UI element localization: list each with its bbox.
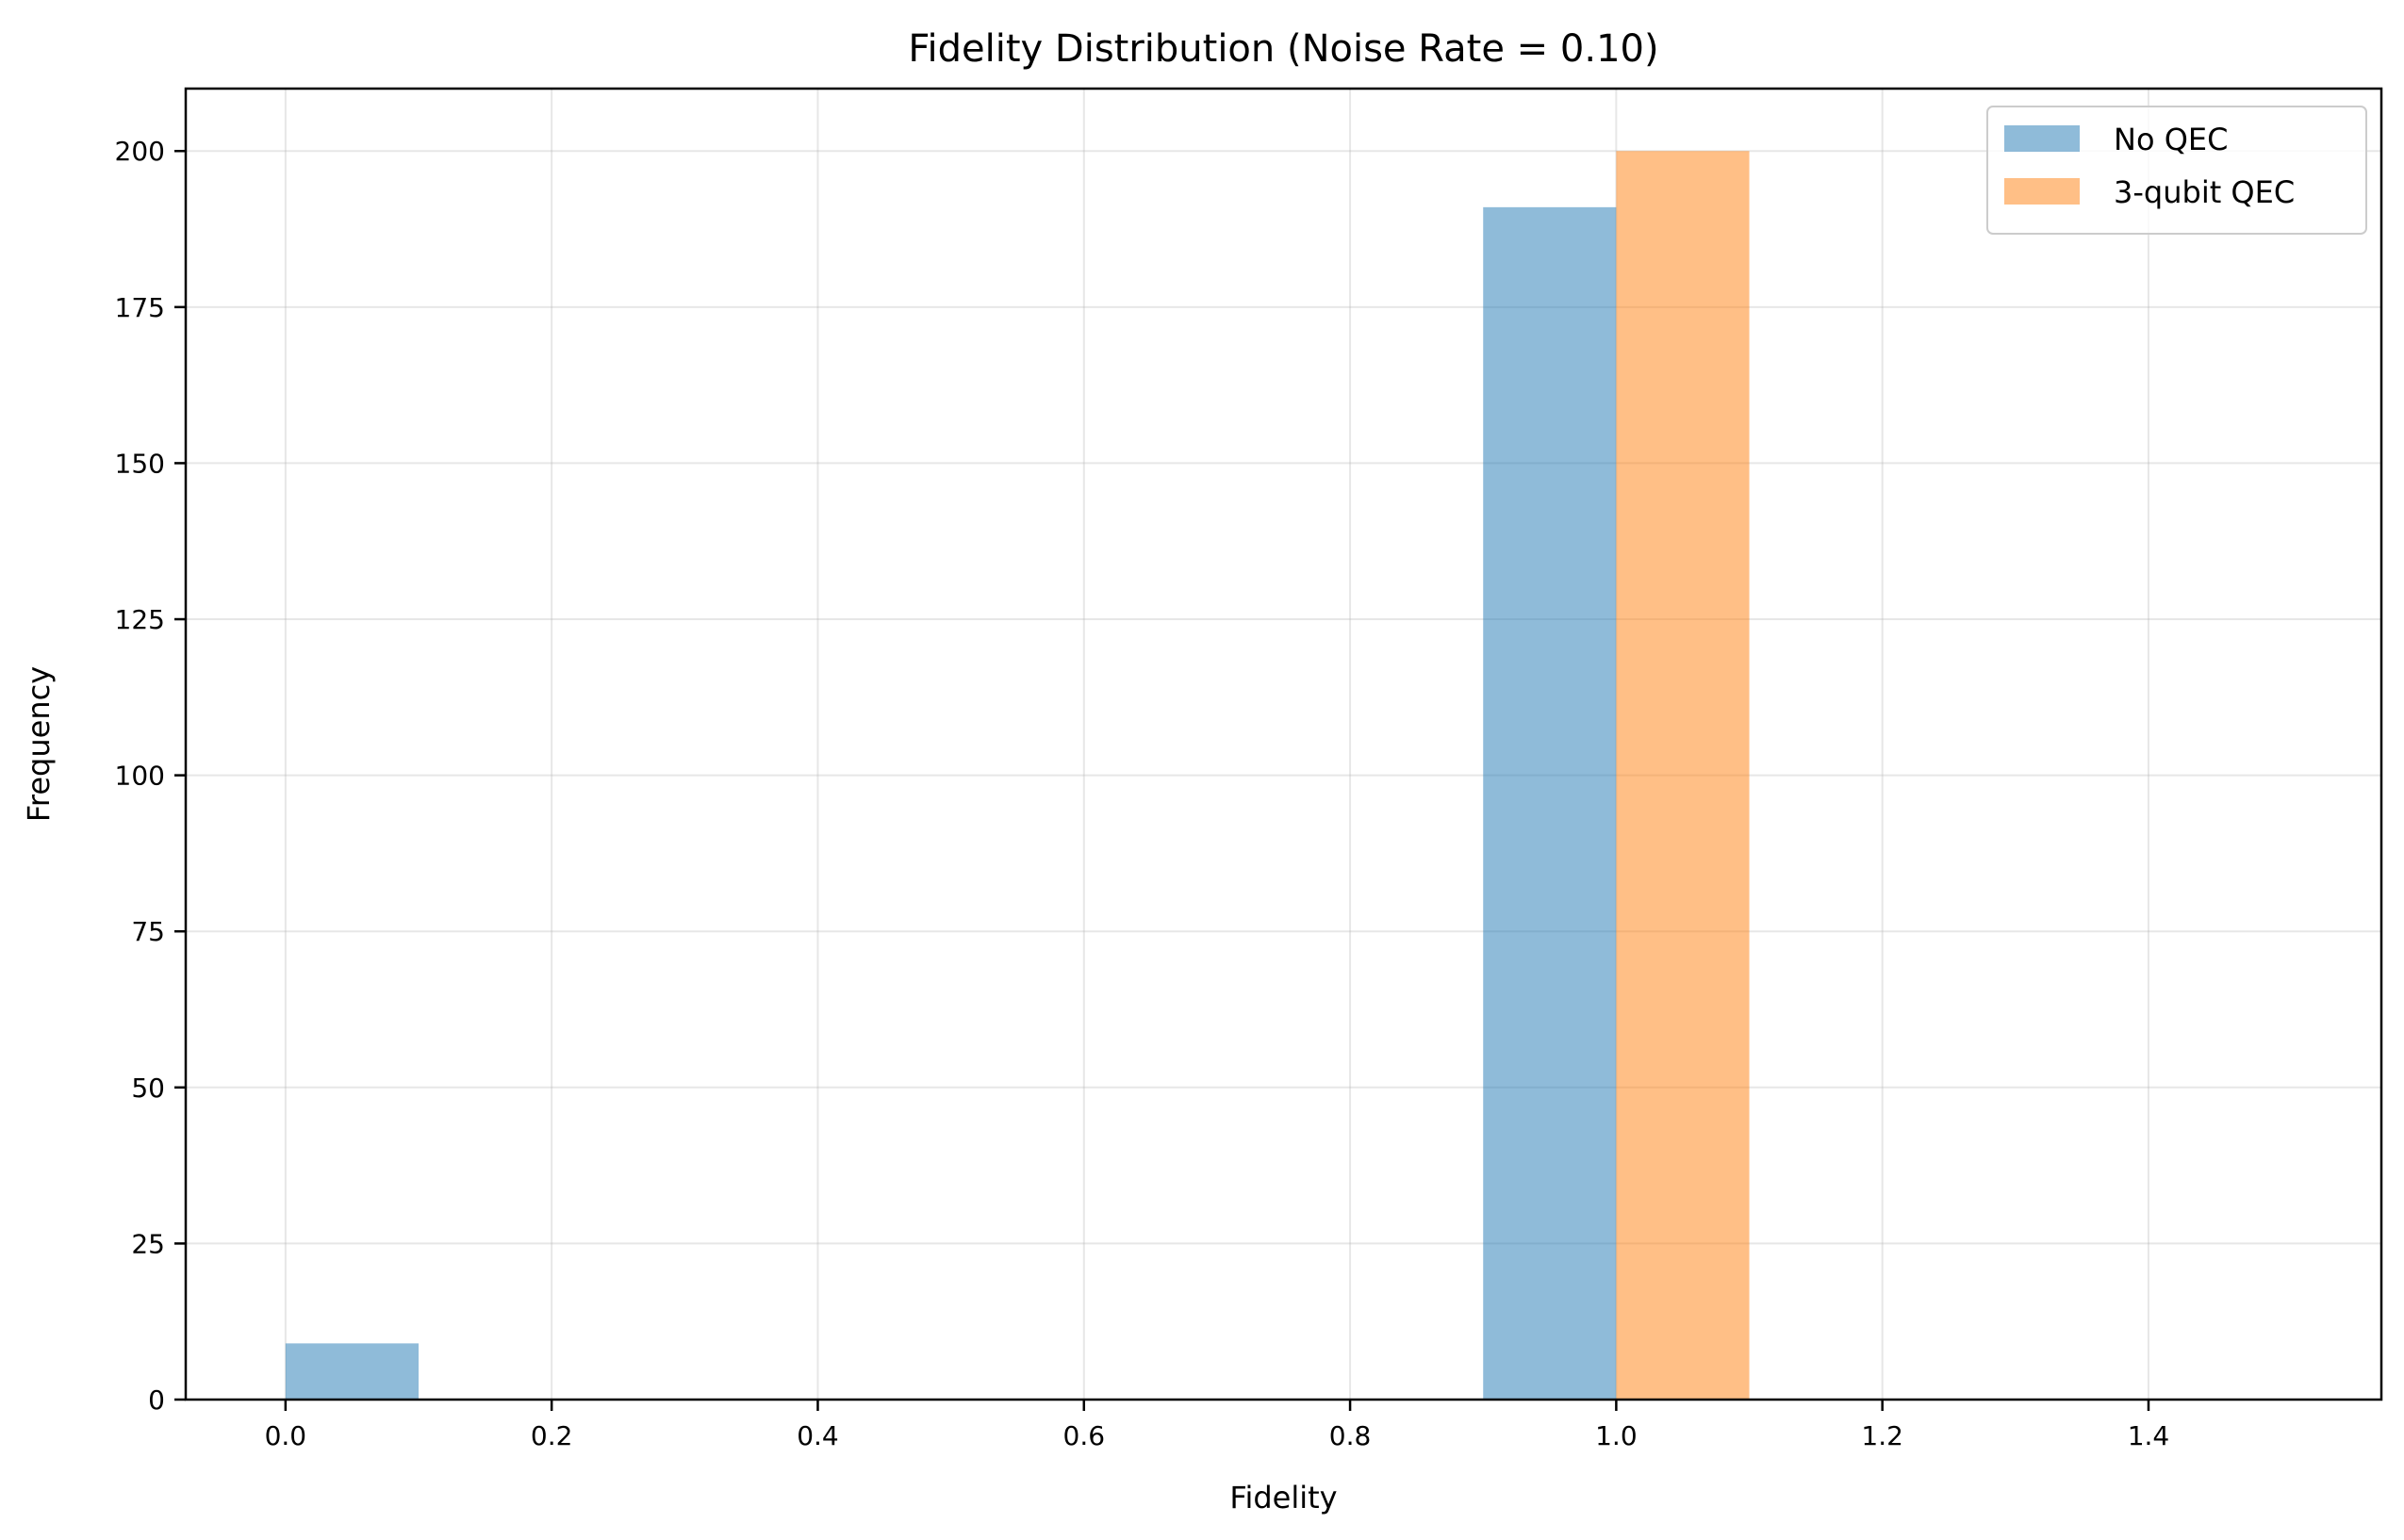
x-tick-label: 0.0 <box>265 1420 307 1451</box>
bar-no-qec <box>1483 206 1617 1400</box>
y-tick-label: 175 <box>115 292 165 323</box>
y-tick-label: 125 <box>115 604 165 635</box>
legend-label-no-qec: No QEC <box>2114 122 2228 157</box>
y-axis-ticks: 0 25 50 75 100 125 150 175 200 <box>115 136 186 1416</box>
x-tick-label: 1.2 <box>1861 1420 1903 1451</box>
x-axis-title: Fidelity <box>1229 1480 1337 1515</box>
y-axis-title: Frequency <box>21 666 57 822</box>
x-tick-label: 0.2 <box>531 1420 573 1451</box>
y-tick-label: 75 <box>131 916 165 947</box>
y-tick-label: 0 <box>148 1384 165 1416</box>
y-tick-label: 50 <box>131 1073 165 1104</box>
y-tick-label: 150 <box>115 448 165 479</box>
x-tick-label: 0.6 <box>1063 1420 1106 1451</box>
x-tick-label: 0.8 <box>1329 1420 1372 1451</box>
bar-3-qubit-qec <box>1616 151 1750 1401</box>
y-tick-label: 25 <box>131 1228 165 1259</box>
chart-title: Fidelity Distribution (Noise Rate = 0.10… <box>908 27 1658 71</box>
legend-swatch-no-qec <box>2004 125 2080 152</box>
x-tick-label: 1.0 <box>1595 1420 1638 1451</box>
legend-label-3-qubit-qec: 3-qubit QEC <box>2114 174 2295 210</box>
legend: No QEC 3-qubit QEC <box>1986 106 2367 235</box>
histogram-bars <box>285 151 1750 1401</box>
plot-frame <box>184 87 2383 1401</box>
y-tick-label: 200 <box>115 136 165 167</box>
legend-box <box>1986 106 2367 235</box>
x-tick-label: 0.4 <box>797 1420 839 1451</box>
legend-swatch-3-qubit-qec <box>2004 178 2080 205</box>
x-axis-ticks: 0.0 0.2 0.4 0.6 0.8 1.0 1.2 1.4 <box>265 1400 2170 1451</box>
x-tick-label: 1.4 <box>2128 1420 2170 1451</box>
y-tick-label: 100 <box>115 761 165 792</box>
bar-no-qec <box>285 1343 420 1400</box>
